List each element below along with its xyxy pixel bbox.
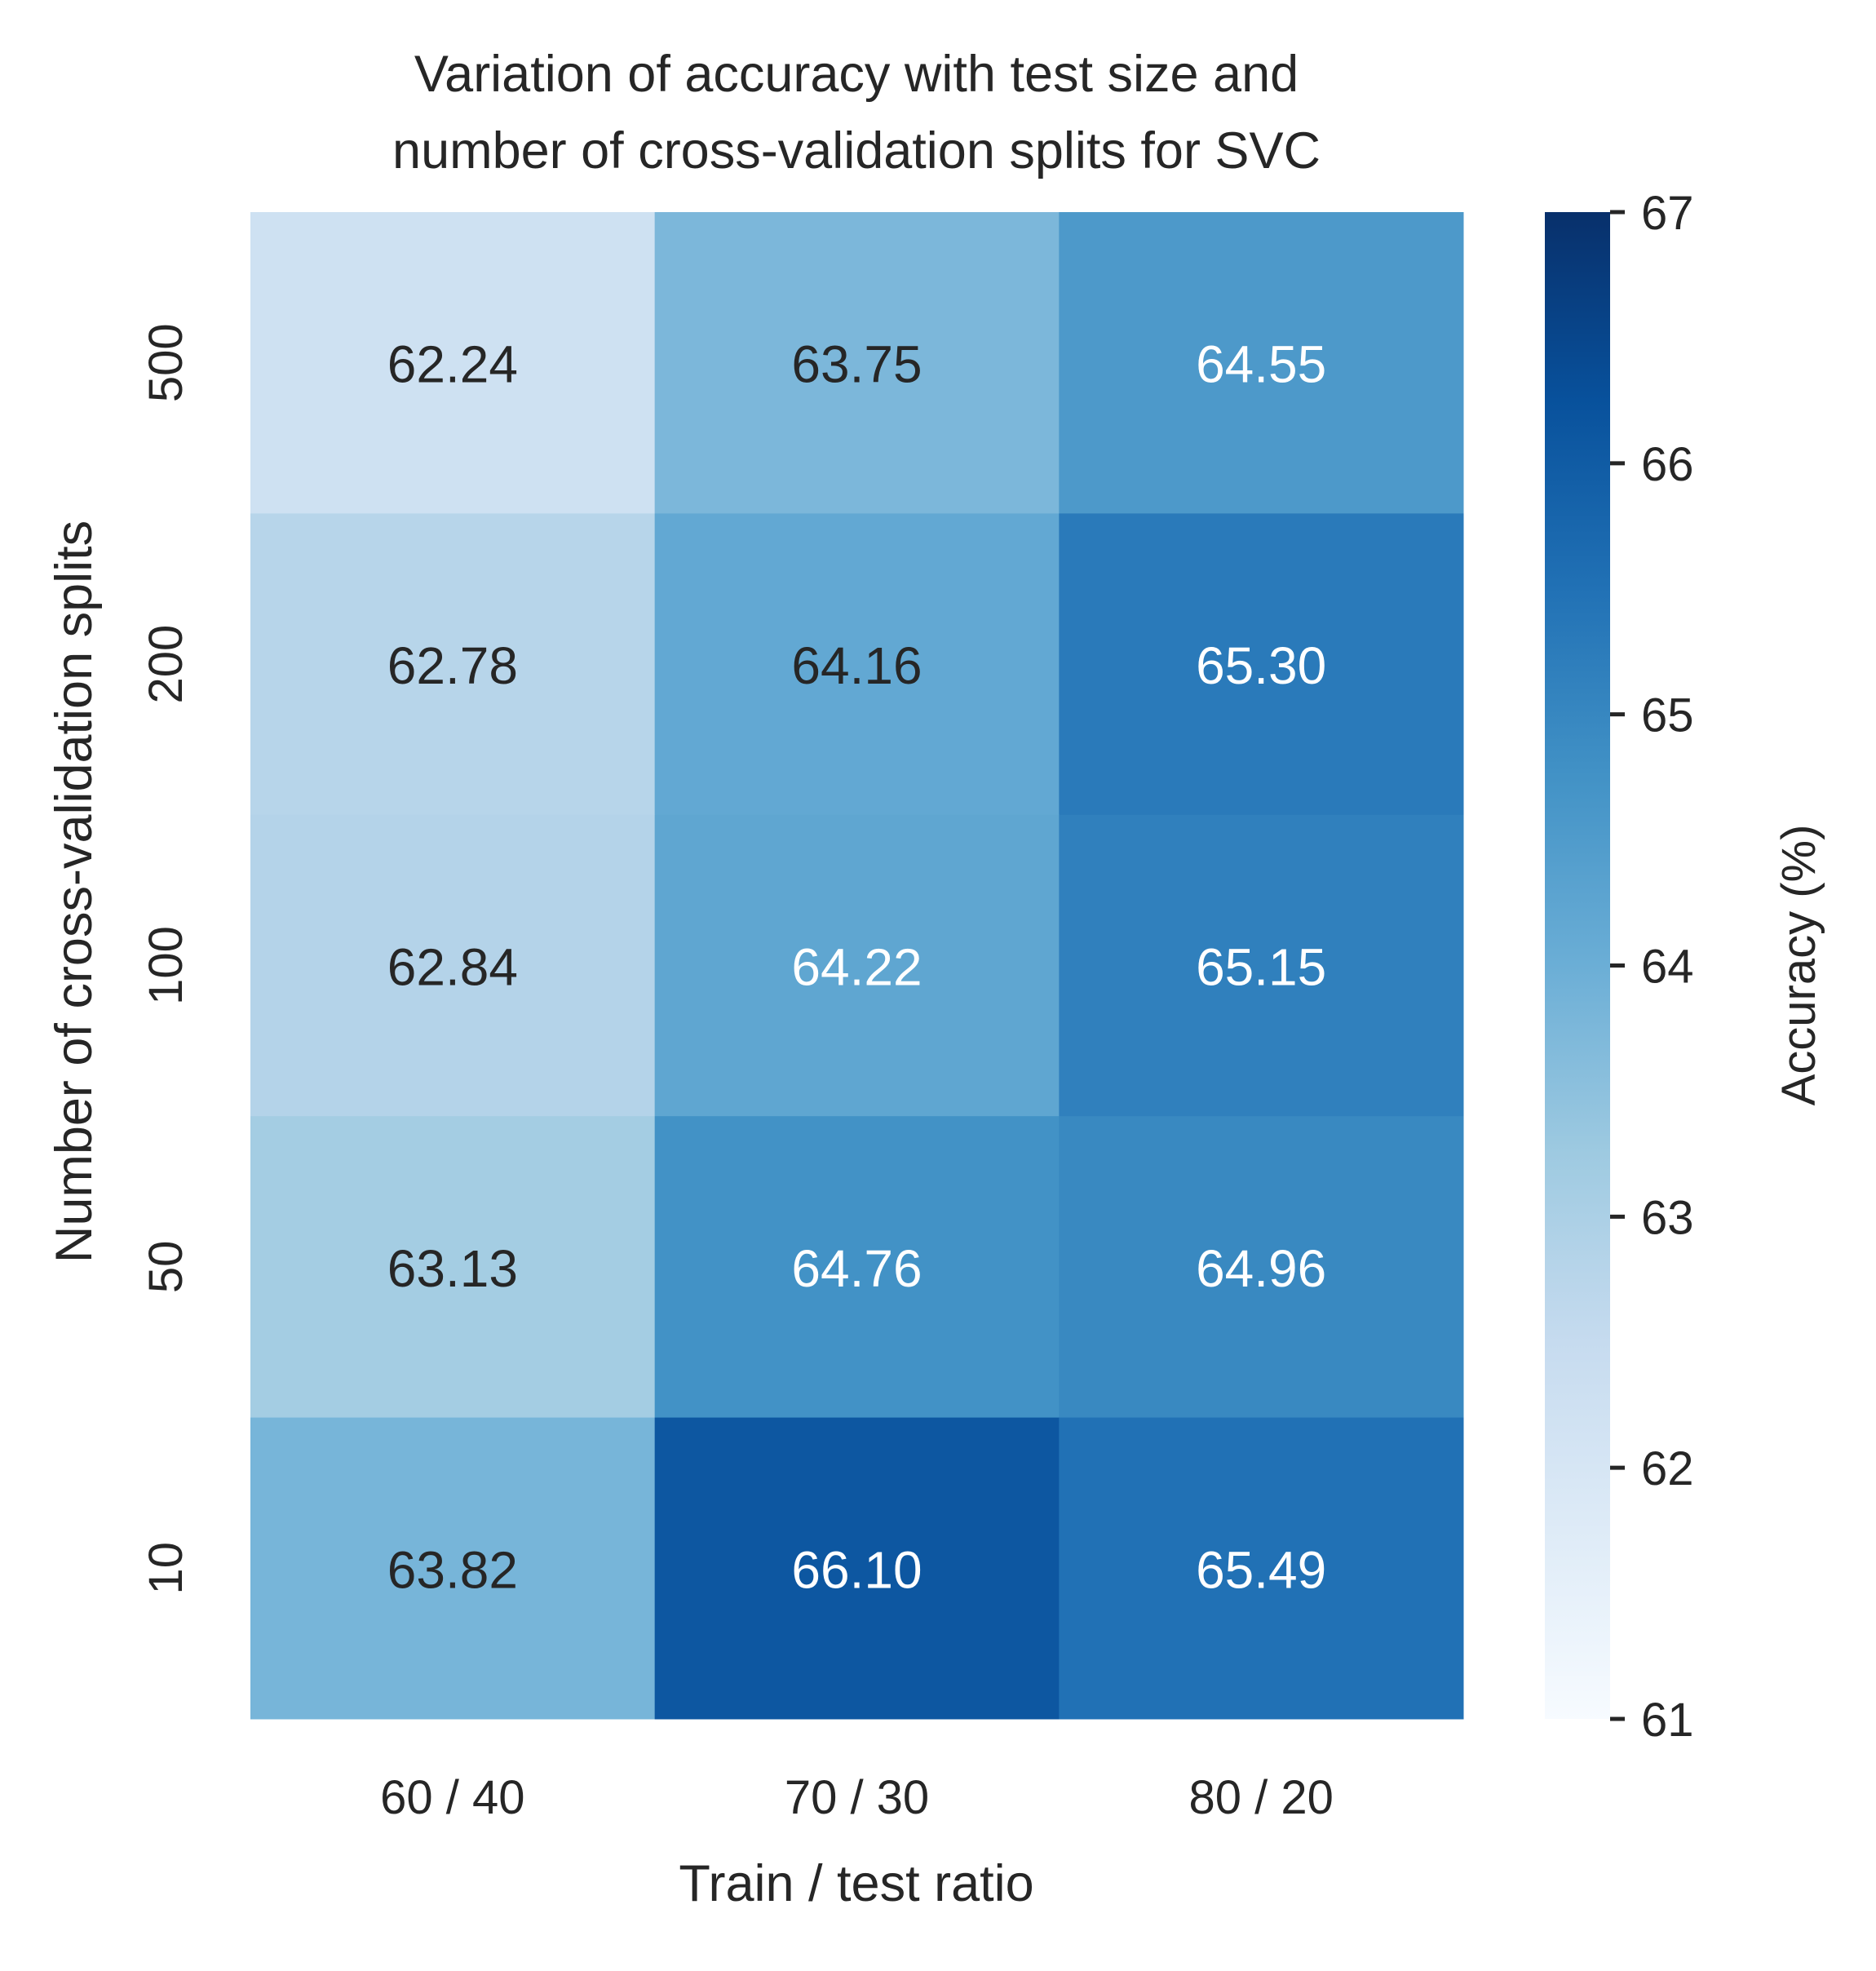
heatmap-cell-r1-c0 — [250, 513, 656, 816]
y-tick-labels: 500 200 100 50 10 — [139, 323, 192, 1594]
heatmap-cells — [250, 212, 1464, 1720]
heatmap-cell-labels: 62.24 63.75 64.55 62.78 64.16 65.30 62.84 64.22… — [387, 335, 1326, 1600]
cell-value-r1-c2: 65.30 — [1196, 636, 1326, 695]
heatmap-cell-r2-c1 — [654, 814, 1060, 1117]
colorbar-tick-label-6: 67 — [1641, 187, 1694, 240]
cell-value-r4-c1: 66.10 — [791, 1540, 922, 1599]
heatmap-cell-r3-c0 — [250, 1116, 656, 1419]
cell-value-r1-c0: 62.78 — [387, 636, 518, 695]
heatmap-cell-r3-c2 — [1059, 1116, 1464, 1419]
colorbar-tick-label-0: 61 — [1641, 1694, 1694, 1747]
heatmap-cell-r2-c0 — [250, 814, 656, 1117]
y-tick-label-0: 500 — [139, 323, 192, 402]
heatmap-cell-r1-c1 — [654, 513, 1060, 816]
colorbar-tick-label-5: 66 — [1641, 438, 1694, 491]
x-tick-label-1: 70 / 30 — [785, 1771, 929, 1824]
y-tick-label-1: 200 — [139, 625, 192, 704]
cell-value-r4-c2: 65.49 — [1196, 1540, 1326, 1599]
colorbar-ticks: 61 62 63 64 65 66 67 — [1610, 187, 1694, 1747]
y-tick-label-3: 50 — [139, 1241, 192, 1294]
cell-value-r3-c2: 64.96 — [1196, 1239, 1326, 1298]
heatmap-cell-r0-c0 — [250, 212, 656, 514]
colorbar-tick-label-3: 64 — [1641, 941, 1694, 994]
heatmap-cell-r3-c1 — [654, 1116, 1060, 1419]
heatmap-cell-r2-c2 — [1059, 814, 1464, 1117]
chart-title: Variation of accuracy with test size and… — [392, 46, 1321, 179]
colorbar-tick-label-1: 62 — [1641, 1442, 1694, 1495]
colorbar-tick-label-4: 65 — [1641, 689, 1694, 742]
y-axis-label: Number of cross-validation splits — [46, 520, 103, 1263]
x-tick-label-0: 60 / 40 — [380, 1771, 524, 1824]
x-tick-label-2: 80 / 20 — [1188, 1771, 1333, 1824]
cell-value-r3-c1: 64.76 — [791, 1239, 922, 1298]
chart-title-line-2: number of cross-validation splits for SV… — [392, 122, 1321, 179]
cell-value-r0-c1: 63.75 — [791, 335, 922, 394]
cell-value-r0-c2: 64.55 — [1196, 335, 1326, 394]
colorbar-tick-label-2: 63 — [1641, 1191, 1694, 1244]
cell-value-r2-c0: 62.84 — [387, 938, 518, 997]
heatmap-cell-r0-c2 — [1059, 212, 1464, 514]
cell-value-r1-c1: 64.16 — [791, 636, 922, 695]
colorbar — [1545, 212, 1610, 1719]
y-tick-label-2: 100 — [139, 926, 192, 1005]
cell-value-r2-c1: 64.22 — [791, 938, 922, 997]
heatmap-cell-r0-c1 — [654, 212, 1060, 514]
y-tick-label-4: 10 — [139, 1542, 192, 1595]
heatmap-cell-r1-c2 — [1059, 513, 1464, 816]
heatmap-cell-r4-c0 — [250, 1417, 656, 1720]
colorbar-label: Accuracy (%) — [1772, 825, 1825, 1106]
chart-title-line-1: Variation of accuracy with test size and — [414, 46, 1299, 103]
cell-value-r2-c2: 65.15 — [1196, 938, 1326, 997]
cell-value-r3-c0: 63.13 — [387, 1239, 518, 1298]
heatmap-cell-r4-c1 — [654, 1417, 1060, 1720]
cell-value-r0-c0: 62.24 — [387, 335, 518, 394]
x-axis-label: Train / test ratio — [679, 1855, 1033, 1912]
cell-value-r4-c0: 63.82 — [387, 1540, 518, 1599]
heatmap-cell-r4-c2 — [1059, 1417, 1464, 1720]
x-tick-labels: 60 / 40 70 / 30 80 / 20 — [380, 1771, 1334, 1824]
